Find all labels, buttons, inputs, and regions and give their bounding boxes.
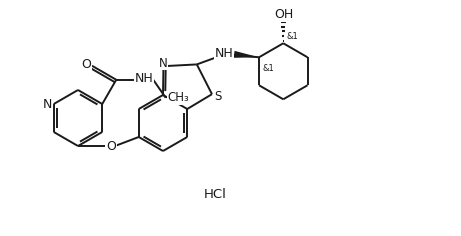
Text: N: N <box>159 57 168 70</box>
Text: O: O <box>81 58 91 71</box>
Text: &1: &1 <box>262 64 274 73</box>
Text: N: N <box>42 97 52 110</box>
Text: CH₃: CH₃ <box>168 91 189 104</box>
Text: OH: OH <box>275 8 294 21</box>
Polygon shape <box>234 51 259 58</box>
Text: S: S <box>214 90 221 103</box>
Text: NH: NH <box>215 47 234 60</box>
Text: O: O <box>106 139 116 152</box>
Text: HCl: HCl <box>204 187 226 201</box>
Text: &1: &1 <box>286 32 298 41</box>
Text: NH: NH <box>135 72 154 85</box>
